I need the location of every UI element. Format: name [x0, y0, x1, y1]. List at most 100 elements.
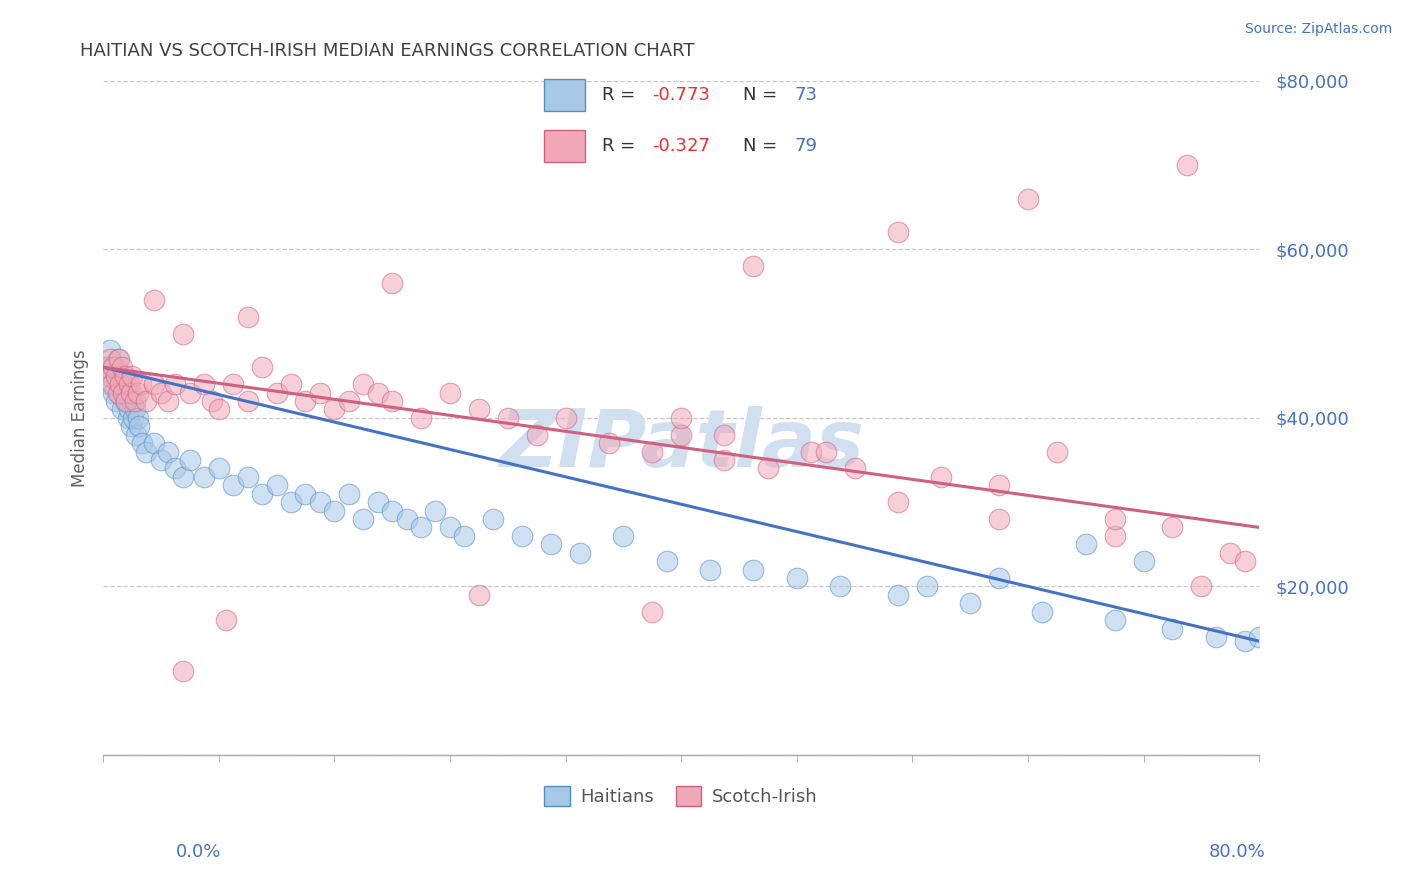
Point	[1161, 520, 1184, 534]
Point	[844, 461, 866, 475]
Point	[742, 562, 765, 576]
Point	[814, 444, 837, 458]
Point	[250, 360, 273, 375]
Point	[115, 385, 138, 400]
Point	[108, 385, 131, 400]
Point	[699, 562, 721, 576]
Point	[713, 427, 735, 442]
Point	[222, 478, 245, 492]
Point	[800, 444, 823, 458]
Point	[468, 588, 491, 602]
Point	[1104, 613, 1126, 627]
Point	[1132, 554, 1154, 568]
Point	[887, 226, 910, 240]
Point	[1189, 579, 1212, 593]
Point	[200, 394, 222, 409]
Point	[337, 394, 360, 409]
Point	[655, 554, 678, 568]
Point	[149, 453, 172, 467]
Point	[101, 368, 124, 383]
Point	[114, 394, 136, 409]
Point	[107, 351, 129, 366]
Point	[127, 410, 149, 425]
Point	[294, 486, 316, 500]
Point	[114, 368, 136, 383]
Point	[1219, 546, 1241, 560]
Point	[1233, 554, 1256, 568]
Point	[1249, 630, 1271, 644]
Point	[309, 495, 332, 509]
Point	[103, 360, 125, 375]
Point	[409, 520, 432, 534]
Point	[97, 368, 120, 383]
Point	[236, 310, 259, 324]
Point	[120, 385, 142, 400]
Point	[988, 478, 1011, 492]
Point	[104, 360, 127, 375]
Text: N =: N =	[744, 86, 783, 103]
Point	[105, 368, 128, 383]
Point	[105, 394, 128, 409]
Point	[756, 461, 779, 475]
Point	[425, 503, 447, 517]
Point	[208, 461, 231, 475]
Legend: Haitians, Scotch-Irish: Haitians, Scotch-Irish	[537, 779, 825, 814]
Point	[131, 436, 153, 450]
Point	[742, 259, 765, 273]
Point	[115, 394, 138, 409]
Text: ZIPatlas: ZIPatlas	[499, 406, 863, 483]
Point	[193, 377, 215, 392]
Point	[108, 351, 131, 366]
Text: 80.0%: 80.0%	[1209, 843, 1265, 861]
Point	[222, 377, 245, 392]
Point	[110, 377, 132, 392]
Point	[367, 495, 389, 509]
Point	[929, 470, 952, 484]
Point	[250, 486, 273, 500]
Point	[1205, 630, 1227, 644]
Text: R =: R =	[602, 137, 641, 155]
Text: -0.327: -0.327	[652, 137, 710, 155]
Text: 79: 79	[794, 137, 817, 155]
Point	[381, 503, 404, 517]
Point	[117, 410, 139, 425]
Point	[118, 402, 141, 417]
Point	[887, 495, 910, 509]
Point	[135, 444, 157, 458]
Point	[266, 385, 288, 400]
Point	[641, 605, 664, 619]
Point	[208, 402, 231, 417]
Point	[280, 495, 302, 509]
Text: HAITIAN VS SCOTCH-IRISH MEDIAN EARNINGS CORRELATION CHART: HAITIAN VS SCOTCH-IRISH MEDIAN EARNINGS …	[80, 42, 695, 60]
Text: Source: ZipAtlas.com: Source: ZipAtlas.com	[1244, 22, 1392, 37]
Point	[598, 436, 620, 450]
Point	[395, 512, 418, 526]
Point	[409, 410, 432, 425]
Point	[1017, 192, 1039, 206]
FancyBboxPatch shape	[544, 129, 585, 162]
Point	[122, 410, 145, 425]
Point	[1074, 537, 1097, 551]
Point	[713, 453, 735, 467]
Point	[149, 385, 172, 400]
Point	[121, 394, 143, 409]
Point	[1161, 622, 1184, 636]
Text: R =: R =	[602, 86, 641, 103]
Point	[1104, 529, 1126, 543]
Point	[110, 368, 132, 383]
Point	[128, 419, 150, 434]
Text: -0.773: -0.773	[652, 86, 710, 103]
Point	[641, 444, 664, 458]
Point	[612, 529, 634, 543]
Point	[1175, 158, 1198, 172]
Point	[887, 588, 910, 602]
Point	[96, 360, 118, 375]
Point	[179, 453, 201, 467]
Point	[496, 410, 519, 425]
FancyBboxPatch shape	[544, 78, 585, 112]
Point	[107, 385, 129, 400]
Point	[157, 394, 180, 409]
Point	[179, 385, 201, 400]
Point	[142, 436, 165, 450]
Point	[453, 529, 475, 543]
